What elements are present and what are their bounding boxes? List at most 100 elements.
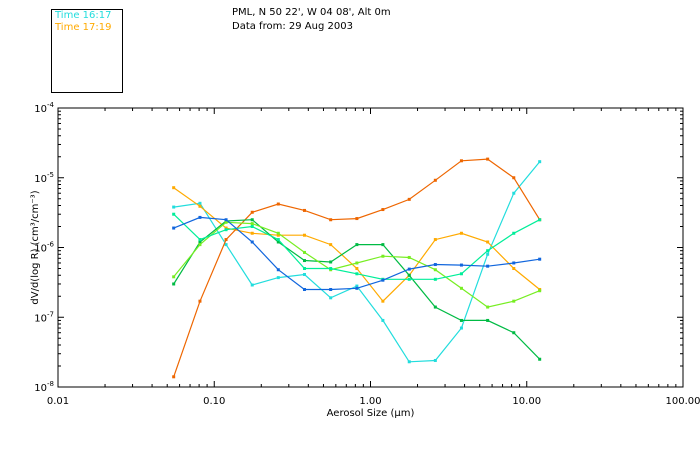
data-point [329, 296, 333, 300]
data-point [538, 357, 542, 361]
data-point [329, 260, 333, 264]
data-point [250, 218, 254, 222]
data-point [355, 217, 359, 221]
data-point [302, 208, 306, 212]
data-point [512, 191, 516, 195]
data-point [381, 254, 385, 258]
data-point [433, 263, 437, 267]
data-point [329, 287, 333, 291]
data-point [276, 231, 280, 235]
data-point [459, 272, 463, 276]
data-point [433, 268, 437, 272]
data-point [329, 218, 333, 222]
site-header: PML, N 50 22', W 04 08', Alt 0m [232, 7, 391, 18]
series-7 [172, 215, 542, 291]
data-point [538, 289, 542, 293]
data-point [538, 218, 542, 222]
data-point [486, 240, 490, 244]
data-point [512, 176, 516, 180]
series-1 [172, 160, 542, 364]
data-point [198, 299, 202, 303]
data-point [276, 202, 280, 206]
data-point [302, 273, 306, 277]
data-point [302, 233, 306, 237]
data-point [459, 286, 463, 290]
data-point [172, 282, 176, 286]
x-tick-label: 100.00 [666, 396, 700, 407]
data-point [433, 178, 437, 182]
data-point [276, 240, 280, 244]
data-point [224, 218, 228, 222]
legend-item-1: Time 16:17 [55, 10, 112, 21]
data-point [198, 204, 202, 208]
data-point [276, 238, 280, 242]
data-point [276, 268, 280, 272]
data-point [250, 210, 254, 214]
y-tick-label: 10-8 [34, 380, 54, 394]
data-point [250, 222, 254, 226]
data-point [355, 243, 359, 247]
legend-box: Time 16:17 Time 17:19 [51, 9, 123, 93]
data-point [433, 358, 437, 362]
data-point [486, 157, 490, 161]
data-point [198, 215, 202, 219]
data-point [538, 160, 542, 164]
data-point [459, 263, 463, 267]
data-point [512, 299, 516, 303]
data-point [486, 264, 490, 268]
x-tick-label: 0.10 [203, 396, 225, 407]
data-point [459, 326, 463, 330]
data-point [486, 305, 490, 309]
data-point [512, 331, 516, 335]
data-point [486, 318, 490, 322]
data-point [512, 231, 516, 235]
data-point [172, 375, 176, 379]
data-point [355, 272, 359, 276]
data-point [198, 240, 202, 244]
data-point [198, 243, 202, 247]
data-point [224, 228, 228, 232]
y-tick-label: 10-6 [34, 241, 54, 255]
data-point [250, 231, 254, 235]
y-tick-label: 10-4 [34, 101, 54, 115]
x-axis-label: Aerosol Size (μm) [327, 408, 415, 419]
data-point [538, 257, 542, 261]
data-point [250, 283, 254, 287]
data-point [355, 261, 359, 265]
data-point [381, 299, 385, 303]
data-point [276, 233, 280, 237]
data-point [381, 278, 385, 282]
data-point [407, 267, 411, 271]
data-point [302, 250, 306, 254]
data-point [302, 266, 306, 270]
data-point [355, 284, 359, 288]
data-point [486, 249, 490, 253]
data-point [407, 255, 411, 259]
data-point [381, 208, 385, 212]
x-tick-label: 0.01 [47, 396, 69, 407]
data-point [198, 201, 202, 205]
data-point [276, 276, 280, 280]
x-tick-label: 10.00 [512, 396, 541, 407]
data-point [459, 159, 463, 163]
data-point [250, 240, 254, 244]
y-axis-label: dV/d(log R) (cm³/cm⁻³) [30, 190, 41, 304]
data-point [329, 266, 333, 270]
data-point [433, 238, 437, 242]
data-point [250, 225, 254, 229]
series-5 [172, 220, 542, 309]
data-point [486, 252, 490, 256]
data-point [433, 277, 437, 281]
data-point [512, 261, 516, 265]
data-point [407, 273, 411, 277]
series-6 [172, 212, 542, 281]
data-point [172, 275, 176, 279]
y-tick-label: 10-5 [34, 171, 54, 185]
series-4 [172, 218, 542, 361]
plot-frame [57, 107, 684, 388]
data-point [172, 186, 176, 190]
data-point [433, 305, 437, 309]
data-point [224, 220, 228, 224]
data-date: Data from: 29 Aug 2003 [232, 21, 353, 32]
